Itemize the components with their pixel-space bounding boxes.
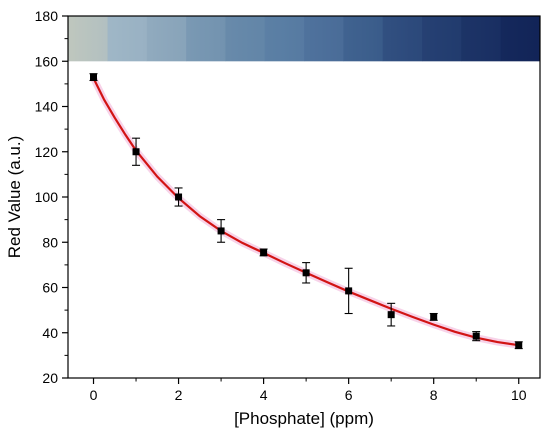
data-point [90,73,98,81]
color-swatch [146,16,187,62]
data-point [430,313,438,321]
color-swatch [461,16,502,62]
y-tick-label: 120 [35,144,59,160]
y-tick-label: 100 [35,189,59,205]
data-point [302,269,310,277]
data-points [89,73,523,350]
data-point [260,248,268,256]
x-tick-label: 2 [175,387,183,403]
data-point [132,148,140,156]
color-swatch [264,16,305,62]
y-tick-label: 60 [42,280,58,296]
x-axis-title: [Phosphate] (ppm) [234,409,374,428]
data-point [472,332,480,340]
color-swatch [186,16,226,62]
y-tick-label: 20 [42,370,58,386]
data-point [515,341,523,349]
y-tick-label: 180 [35,8,59,24]
x-tick-label: 10 [511,387,527,403]
color-swatch [304,16,344,62]
fit-confidence-band [90,76,520,349]
x-tick-label: 6 [345,387,353,403]
data-point [217,227,225,235]
color-swatch [422,16,462,62]
color-swatch [107,16,148,62]
y-tick-label: 160 [35,53,59,69]
data-point [345,287,353,295]
y-tick-label: 140 [35,99,59,115]
x-tick-label: 4 [260,387,268,403]
data-point [387,311,395,319]
color-swatch-strip [68,16,541,62]
x-tick-label: 0 [90,387,98,403]
data-point [175,193,183,201]
fit-line [92,77,519,347]
color-swatch [500,16,541,62]
y-axis-title: Red Value (a.u.) [5,136,24,259]
color-swatch [225,16,266,62]
color-swatch [343,16,384,62]
fit-curve [90,76,520,349]
y-tick-label: 40 [42,325,58,341]
x-axis-ticks: 0 2 4 6 8 10 [90,378,527,403]
x-tick-label: 8 [430,387,438,403]
plot-frame [67,15,541,379]
color-swatch [68,16,108,62]
color-swatch [382,16,423,62]
plot-border [67,15,541,379]
y-axis-ticks: 20 40 60 80 100 120 140 160 180 [35,8,68,386]
y-tick-label: 80 [42,234,58,250]
